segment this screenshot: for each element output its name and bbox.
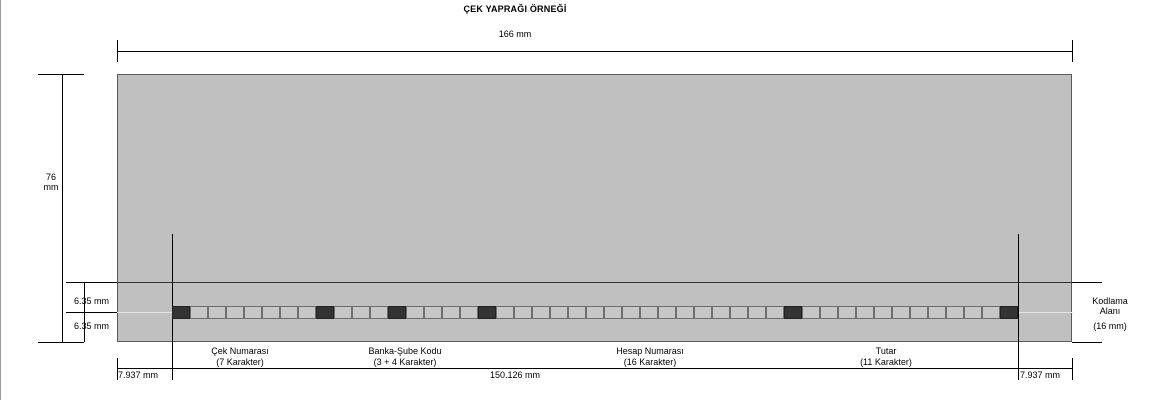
band-dim-lower-label: 6.35 mm bbox=[74, 321, 110, 331]
micr-char-cell bbox=[730, 306, 748, 319]
micr-char-cell bbox=[622, 306, 640, 319]
micr-char-cell bbox=[928, 306, 946, 319]
micr-char-cell bbox=[820, 306, 838, 319]
coding-end-marker bbox=[1018, 234, 1019, 380]
micr-char-cell bbox=[586, 306, 604, 319]
micr-char-cell bbox=[568, 306, 586, 319]
width-dim-line bbox=[117, 51, 1073, 52]
field-hesap-numarasi-chars: (16 Karakter) bbox=[623, 357, 677, 367]
field-cek-numarasi-name: Çek Numarası bbox=[211, 346, 269, 356]
micr-marker-cell bbox=[478, 306, 496, 319]
field-tutar-chars: (11 Karakter) bbox=[860, 357, 912, 367]
margin-left-label: 7.937 mm bbox=[118, 370, 159, 380]
micr-char-cell bbox=[334, 306, 352, 319]
coding-band-top-line bbox=[117, 282, 1073, 283]
micr-char-cell bbox=[244, 306, 262, 319]
micr-char-cell bbox=[262, 306, 280, 319]
micr-char-cell bbox=[424, 306, 442, 319]
field-cek-numarasi-chars: (7 Karakter) bbox=[216, 357, 264, 367]
micr-char-cell bbox=[658, 306, 676, 319]
micr-char-cell bbox=[550, 306, 568, 319]
micr-char-cell bbox=[946, 306, 964, 319]
page-title: ÇEK YAPRAĞI ÖRNEĞİ bbox=[463, 4, 567, 14]
coding-area-label-2: Alanı bbox=[1099, 306, 1121, 316]
micr-char-cell bbox=[748, 306, 766, 319]
coding-area-label-3: (16 mm) bbox=[1093, 321, 1127, 331]
micr-char-cell bbox=[838, 306, 856, 319]
field-tutar-name: Tutar bbox=[875, 346, 897, 356]
micr-char-cell bbox=[640, 306, 658, 319]
coding-width-label: 150.126 mm bbox=[489, 370, 541, 380]
micr-char-cell bbox=[208, 306, 226, 319]
height-dim-label-unit: mm bbox=[43, 182, 59, 192]
micr-char-cell bbox=[910, 306, 928, 319]
bottom-dim-tick-left bbox=[117, 358, 118, 380]
micr-char-cell bbox=[604, 306, 622, 319]
micr-char-cell bbox=[874, 306, 892, 319]
height-dim-tick-top bbox=[38, 74, 84, 75]
micr-marker-cell bbox=[1000, 306, 1018, 319]
field-banka-sube-chars: (3 + 4 Karakter) bbox=[373, 357, 437, 367]
micr-char-cell bbox=[982, 306, 1000, 319]
micr-char-cell bbox=[226, 306, 244, 319]
height-dim-line bbox=[62, 74, 63, 343]
micr-char-cell bbox=[496, 306, 514, 319]
bottom-dim-tick-right bbox=[1072, 358, 1073, 380]
height-dim-tick-bottom bbox=[38, 342, 84, 343]
micr-char-cell bbox=[370, 306, 388, 319]
bottom-dim-line bbox=[117, 368, 1073, 369]
coding-area-tick-top bbox=[1072, 282, 1102, 283]
micr-marker-cell bbox=[784, 306, 802, 319]
check-body bbox=[117, 74, 1072, 342]
micr-char-cell bbox=[460, 306, 478, 319]
micr-char-cell bbox=[514, 306, 532, 319]
micr-char-cell bbox=[892, 306, 910, 319]
band-dim-line bbox=[84, 282, 85, 342]
micr-marker-cell bbox=[388, 306, 406, 319]
micr-char-cell bbox=[280, 306, 298, 319]
band-dim-tick-top bbox=[66, 282, 117, 283]
coding-area-tick-bottom bbox=[1072, 342, 1102, 343]
left-edge-line bbox=[0, 0, 1, 400]
micr-char-cell bbox=[766, 306, 784, 319]
field-banka-sube-name: Banka-Şube Kodu bbox=[368, 346, 442, 356]
coding-area-label-1: Kodlama bbox=[1092, 296, 1128, 306]
micr-char-cell bbox=[694, 306, 712, 319]
micr-char-cell bbox=[190, 306, 208, 319]
band-dim-upper-label: 6.35 mm bbox=[74, 296, 110, 306]
margin-right-label: 7.937 mm bbox=[1020, 370, 1061, 380]
micr-marker-cell bbox=[172, 306, 190, 319]
field-hesap-numarasi-name: Hesap Numarası bbox=[616, 346, 684, 356]
micr-char-cell bbox=[298, 306, 316, 319]
micr-char-cell bbox=[856, 306, 874, 319]
micr-marker-cell bbox=[316, 306, 334, 319]
micr-char-cell bbox=[964, 306, 982, 319]
band-dim-tick-mid bbox=[66, 312, 117, 313]
micr-char-cell bbox=[676, 306, 694, 319]
micr-char-cell bbox=[802, 306, 820, 319]
width-dim-label: 166 mm bbox=[498, 29, 532, 39]
micr-char-cell bbox=[532, 306, 550, 319]
micr-char-cell bbox=[712, 306, 730, 319]
micr-char-cell bbox=[352, 306, 370, 319]
height-dim-label-value: 76 bbox=[45, 172, 56, 182]
micr-char-cell bbox=[442, 306, 460, 319]
micr-char-cell bbox=[406, 306, 424, 319]
